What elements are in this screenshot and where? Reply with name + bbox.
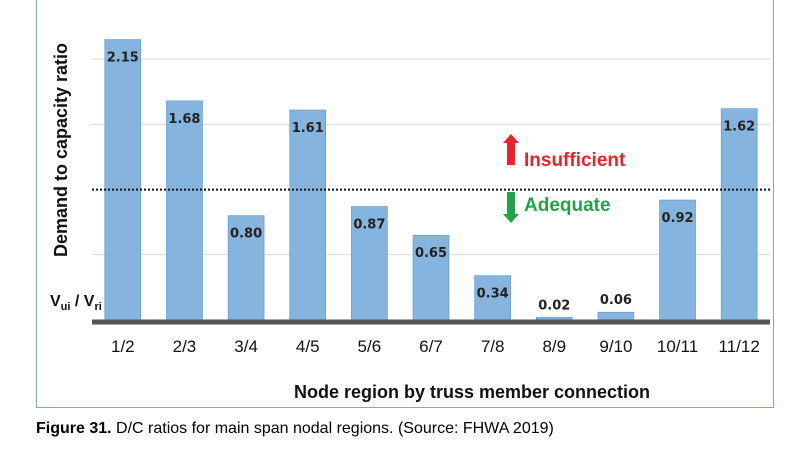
bar-7-8 bbox=[474, 275, 511, 321]
x-tick-label: 9/10 bbox=[599, 337, 632, 356]
bar-1-2 bbox=[104, 39, 142, 321]
x-tick-label: 4/5 bbox=[296, 337, 320, 356]
insufficient-annotation: Insufficient bbox=[503, 134, 626, 171]
y-axis-title: Demand to capacity ratio bbox=[51, 43, 71, 257]
up-arrow-icon bbox=[503, 134, 519, 165]
bar-6-7 bbox=[412, 234, 450, 321]
value-label: 0.87 bbox=[353, 218, 385, 233]
x-axis-title: Node region by truss member connection bbox=[294, 382, 650, 402]
value-label: 0.65 bbox=[415, 246, 447, 261]
bar-4-5 bbox=[289, 109, 327, 321]
value-labels: 2.15 1.68 0.80 1.61 0.87 0.65 0.34 0.02 0.06 0.92… bbox=[107, 51, 755, 314]
caption-label: Figure 31. bbox=[36, 420, 112, 437]
insufficient-label: Insufficient bbox=[524, 150, 626, 171]
chart: 2.15 1.68 0.80 1.61 0.87 0.65 0.34 0.02 0.06 0.92… bbox=[50, 39, 770, 402]
down-arrow-icon bbox=[503, 192, 519, 223]
value-label: 0.80 bbox=[230, 227, 262, 242]
x-tick-label: 5/6 bbox=[358, 337, 382, 356]
bar-5-6 bbox=[351, 206, 388, 321]
bar-9-10 bbox=[597, 311, 635, 321]
x-tick-label: 3/4 bbox=[234, 337, 258, 356]
caption-text: D/C ratios for main span nodal regions. … bbox=[111, 420, 554, 437]
x-tick-label: 1/2 bbox=[111, 337, 135, 356]
adequate-label: Adequate bbox=[524, 195, 611, 216]
value-label: 2.15 bbox=[107, 51, 139, 66]
x-tick-label: 7/8 bbox=[481, 337, 505, 356]
y-axis-sub-label: Vui / Vri bbox=[50, 293, 102, 313]
x-tick-labels: 1/2 2/3 3/4 4/5 5/6 6/7 7/8 8/9 9/10 10/11 11/12 bbox=[111, 337, 760, 356]
value-label: 1.62 bbox=[723, 120, 755, 135]
bars bbox=[104, 39, 758, 321]
value-label: 0.02 bbox=[538, 298, 570, 313]
x-tick-label: 6/7 bbox=[419, 337, 443, 356]
x-tick-label: 2/3 bbox=[173, 337, 197, 356]
figure-caption: Figure 31. D/C ratios for main span noda… bbox=[36, 420, 554, 438]
bar-11-12 bbox=[720, 108, 758, 321]
adequate-annotation: Adequate bbox=[503, 192, 611, 223]
value-label: 0.34 bbox=[477, 287, 509, 302]
x-tick-label: 8/9 bbox=[542, 337, 566, 356]
value-label: 1.61 bbox=[292, 121, 324, 136]
value-label: 0.92 bbox=[662, 211, 694, 226]
x-tick-label: 11/12 bbox=[719, 337, 760, 356]
bar-2-3 bbox=[166, 100, 203, 321]
value-label: 0.06 bbox=[600, 293, 632, 308]
value-label: 1.68 bbox=[168, 112, 200, 127]
figure-frame bbox=[36, 0, 774, 408]
x-tick-label: 10/11 bbox=[657, 337, 698, 356]
